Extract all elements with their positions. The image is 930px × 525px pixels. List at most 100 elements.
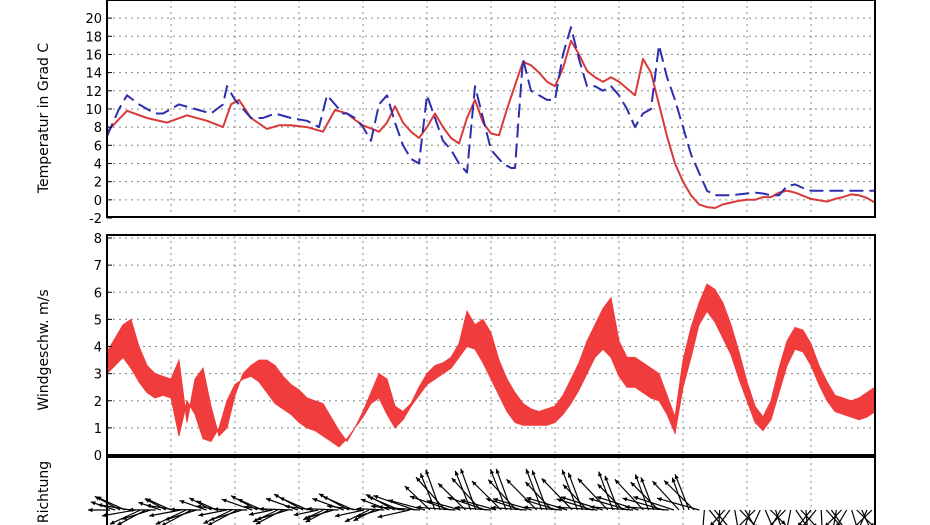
wind-direction-arrowhead <box>88 507 93 513</box>
wind-direction-arrowhead <box>597 484 603 489</box>
wind-direction-arrowhead <box>213 507 219 512</box>
y-tick-label: 1 <box>94 422 102 437</box>
wind-direction-arrowhead <box>460 468 465 474</box>
temperature-series <box>106 26 876 209</box>
wind-direction-arrowhead <box>717 522 722 525</box>
temperature-ylabel: Temperatur in Grad C <box>36 43 52 195</box>
wind-direction-arrowhead <box>491 505 496 510</box>
wind-direction-arrowhead <box>404 486 410 491</box>
y-tick-label: 20 <box>85 12 102 27</box>
wind-direction-arrow <box>524 481 553 511</box>
y-tick-label: 6 <box>94 286 102 301</box>
wind-direction-arrowhead <box>614 479 620 485</box>
wind-direction-arrowhead <box>409 495 415 500</box>
wind-direction-arrowhead <box>318 493 324 498</box>
wind-direction-arrowhead <box>523 505 528 510</box>
wind-direction-arrowhead <box>209 516 215 521</box>
wind-direction-arrowhead <box>525 468 530 474</box>
y-tick-label: 2 <box>94 176 102 191</box>
wind-direction-arrow <box>614 478 644 511</box>
wind-direction-arrow <box>356 508 385 511</box>
wind-direction-arrowhead <box>368 496 374 501</box>
wind-direction-arrow <box>259 508 293 511</box>
wind-direction-arrowhead <box>568 472 573 478</box>
wind-direction-arrowhead <box>388 499 394 504</box>
wind-direction-arrow <box>589 506 634 511</box>
wind-direction-arrowhead <box>334 513 340 518</box>
wind-direction-arrowhead <box>378 505 383 510</box>
wind-direction-arrowhead <box>526 496 532 502</box>
wind-direction-arrowhead <box>109 520 115 525</box>
wind-direction-arrow <box>861 509 870 525</box>
wind-speed-ticks: 0 1 2 3 4 5 6 7 8 <box>94 232 112 464</box>
wind-direction-arrow <box>604 475 619 511</box>
y-tick-label: 8 <box>94 121 102 136</box>
wind-direction-arrow <box>437 482 467 511</box>
wind-direction-arrow <box>213 508 248 511</box>
wind-direction-arrow <box>825 509 841 525</box>
wind-direction-arrowhead <box>825 522 830 525</box>
wind-direction-arrow <box>556 506 598 511</box>
y-tick-label: 16 <box>85 48 102 63</box>
wind-direction-arrowhead <box>162 521 166 525</box>
wind-direction-arrow <box>322 496 355 511</box>
wind-direction-arrowhead <box>266 497 271 502</box>
wind-direction-arrowhead <box>256 516 262 521</box>
wind-direction-arrow <box>209 509 243 521</box>
wind-direction-arrowhead <box>198 512 204 517</box>
wind-direction-arrowhead <box>274 494 279 499</box>
wind-direction-arrowhead <box>416 477 421 482</box>
wind-direction-arrowhead <box>248 511 254 516</box>
wind-direction-arrow <box>487 479 517 511</box>
wind-direction-arrowhead <box>179 500 185 505</box>
wind-direction-arrow <box>744 509 755 525</box>
wind-direction-ylabel: Richtung <box>36 461 52 523</box>
wind-direction-arrow <box>489 469 507 511</box>
wind-direction-arrowhead <box>305 518 311 523</box>
wind-direction-arrowhead <box>674 474 679 480</box>
wind-direction-frame <box>106 456 876 525</box>
wind-direction-arrowhead <box>425 469 430 475</box>
wind-direction-arrowhead <box>416 505 421 510</box>
wind-speed-frame <box>106 234 876 456</box>
wind-direction-arrowhead <box>506 479 512 484</box>
wind-direction-arrow <box>634 474 650 511</box>
wind-direction-arrow <box>674 474 690 511</box>
wind-direction-arrowhead <box>377 514 383 519</box>
y-tick-label: 7 <box>94 259 102 274</box>
y-tick-label: 0 <box>94 194 102 209</box>
wind-direction-arrowhead <box>155 520 161 525</box>
wind-direction-arrowhead <box>455 505 460 510</box>
wind-direction-arrow <box>855 509 873 525</box>
wind-direction-arrowhead <box>237 498 243 503</box>
wind-direction-arrow <box>207 509 238 525</box>
wind-direction-arrowhead <box>323 496 328 501</box>
wind-direction-arrow <box>744 509 751 525</box>
wind-direction-arrow <box>851 509 857 525</box>
wind-direction-arrow <box>714 509 728 525</box>
wind-direction-arrowhead <box>255 520 261 525</box>
wind-direction-arrow <box>256 509 288 521</box>
wind-direction-arrow <box>164 509 197 521</box>
wind-direction-arrowhead <box>596 496 602 501</box>
wind-direction-arrowhead <box>96 496 102 501</box>
wind-direction-arrowhead <box>485 497 491 502</box>
wind-direction-arrow <box>377 509 410 518</box>
wind-direction-arrowhead <box>495 468 500 474</box>
y-tick-label: 8 <box>94 232 102 247</box>
wind-direction-arrow <box>279 496 309 511</box>
wind-direction-arrow <box>787 509 792 525</box>
wind-direction-arrowhead <box>259 506 264 512</box>
y-tick-label: 14 <box>85 67 102 82</box>
wind-direction-arrow <box>416 506 456 511</box>
wind-direction-arrowhead <box>541 478 547 484</box>
wind-direction-arrowhead <box>797 522 802 525</box>
wind-direction-arrow <box>97 503 131 511</box>
wind-direction-arrow <box>556 498 593 511</box>
wind-direction-arrowhead <box>640 477 645 483</box>
wind-direction-arrowhead <box>604 475 609 481</box>
wind-direction-arrowhead <box>493 497 499 503</box>
wind-direction-arrowhead <box>221 498 227 503</box>
wind-direction-arrowhead <box>102 513 107 518</box>
wind-direction-arrow <box>561 469 578 511</box>
